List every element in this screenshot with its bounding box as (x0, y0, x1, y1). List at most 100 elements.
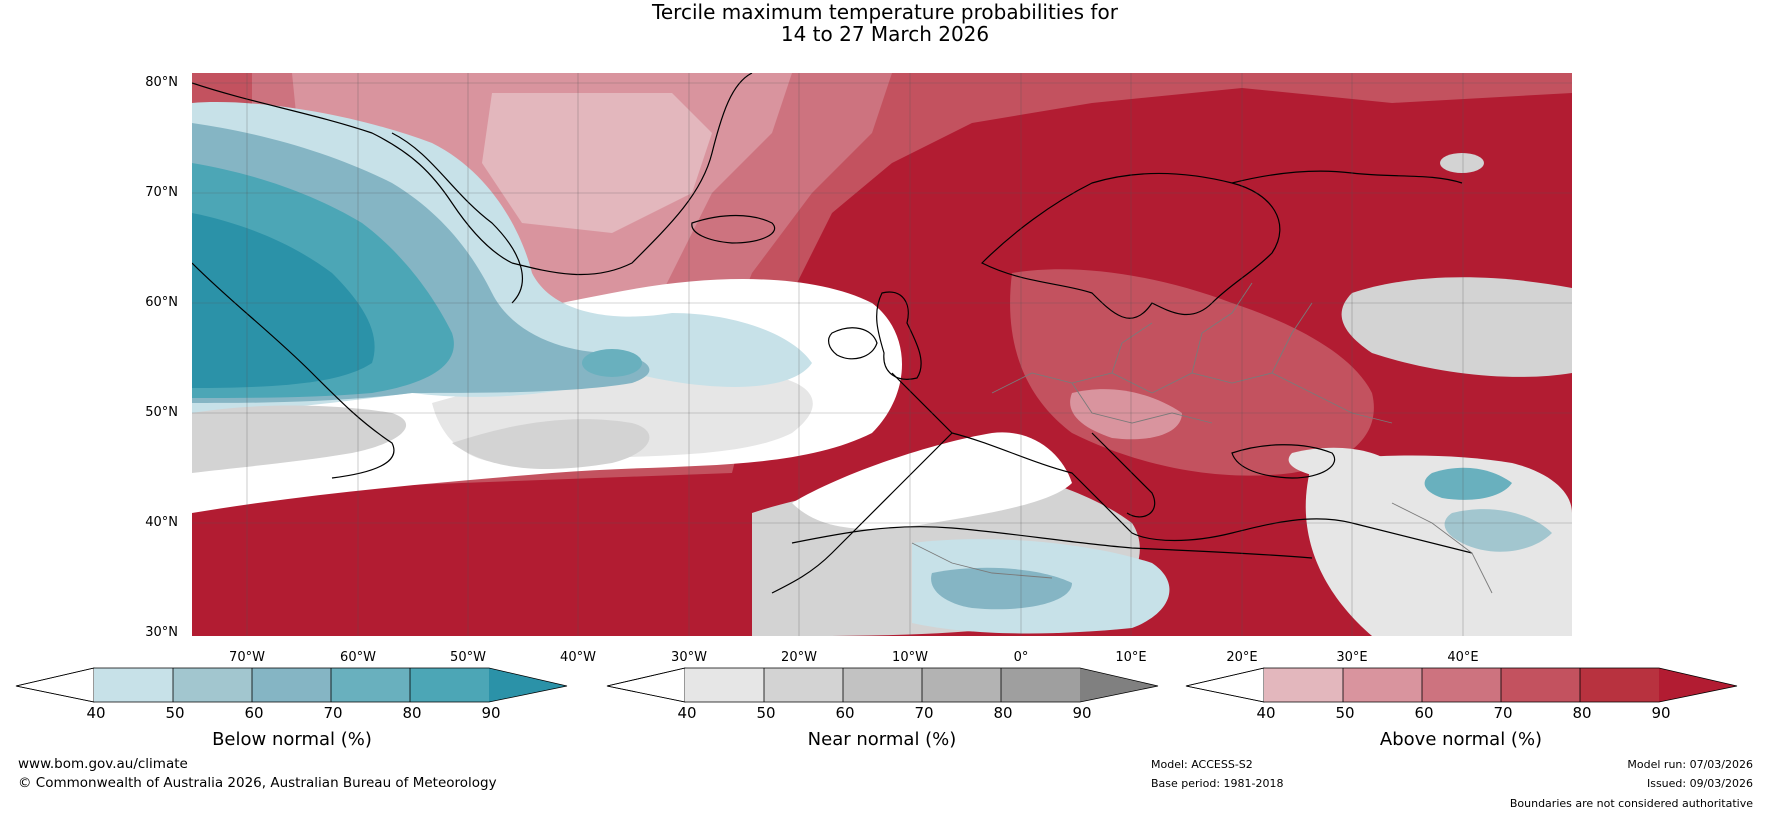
above-normal-40-greenland-sea (482, 93, 712, 233)
boundary-line-2 (1071, 382, 1213, 424)
below-normal-east-med (1444, 509, 1552, 552)
base-period: Base period: 1981-2018 (1151, 777, 1284, 790)
above-normal-tick-60: 60 (1414, 704, 1434, 722)
probability-map (192, 73, 1572, 636)
map-title-line2: 14 to 27 March 2026 (780, 22, 990, 46)
colorbar-near-normal-bin-70-80 (922, 668, 1001, 702)
lon-label-40e: 40°E (1447, 650, 1479, 665)
lat-label-30n: 30°N (145, 625, 178, 640)
colorbar-above-normal (1185, 667, 1738, 703)
colorbar-near-normal (606, 667, 1159, 703)
coast-greenland-east (511, 73, 753, 276)
boundaries-disclaimer: Boundaries are not considered authoritat… (1509, 797, 1753, 810)
boundary-line-8 (1391, 502, 1493, 594)
below-normal-tick-40: 40 (86, 704, 106, 722)
lon-label-40w: 40°W (560, 650, 596, 665)
below-normal-90-core (192, 213, 375, 388)
colorbar-below-normal (15, 667, 568, 703)
boundary-line-5 (1271, 302, 1313, 374)
country-boundaries (911, 282, 1493, 594)
near-normal-tick-70: 70 (914, 704, 934, 722)
lat-label-70n: 70°N (145, 185, 178, 200)
boundary-line-9 (911, 542, 1053, 579)
boundary-line-7 (1111, 322, 1153, 374)
colorbar-near-normal-bin-80-90 (1001, 668, 1080, 702)
below-normal-tick-50: 50 (165, 704, 185, 722)
above-normal-tick-40: 40 (1256, 704, 1276, 722)
colorbar-above-normal-max-triangle (1659, 668, 1737, 702)
near-normal-white-sea-patch (1440, 153, 1484, 173)
near-normal-tick-60: 60 (835, 704, 855, 722)
colorbar-near-normal-bin-60-70 (843, 668, 922, 702)
below-normal-tick-80: 80 (402, 704, 422, 722)
colorbar-above-normal-bin-60-70 (1422, 668, 1501, 702)
coast-italy (1091, 432, 1156, 518)
near-normal-white-iberia (792, 432, 1072, 529)
colorbar-below-normal-dividers (172, 668, 411, 702)
below-normal-tick-90: 90 (481, 704, 501, 722)
lon-label-10w: 10°W (892, 650, 928, 665)
colorbar-above-normal-bin-70-80 (1501, 668, 1580, 702)
lat-label-50n: 50°N (145, 405, 178, 420)
lat-label-80n: 80°N (145, 75, 178, 90)
map-title-line1: Tercile maximum temperature probabilitie… (652, 0, 1118, 24)
coast-north-africa (791, 526, 1313, 559)
issued-date: Issued: 09/03/2026 (1646, 777, 1753, 790)
colorbar-above-normal-outline (1185, 667, 1738, 703)
coast-ireland (827, 327, 878, 360)
model-run-date: Model run: 07/03/2026 (1627, 758, 1753, 771)
lon-label-50w: 50°W (450, 650, 486, 665)
colorbar-below-normal-bin-70-80 (331, 668, 410, 702)
colorbar-above-normal-min-triangle (1185, 667, 1265, 703)
near-normal-black-sea-area (1288, 447, 1392, 479)
near-normal-newfoundland-coast (192, 405, 407, 473)
lon-label-20e: 20°E (1226, 650, 1258, 665)
colorbar-below-normal-bin-40-50 (94, 668, 173, 702)
colorbar-above-normal-bin-50-60 (1343, 668, 1422, 702)
lon-label-30e: 30°E (1336, 650, 1368, 665)
colorbar-below-normal-bin-80-90 (410, 668, 489, 702)
coast-britain (876, 291, 922, 380)
near-normal-anatolia (1305, 455, 1572, 636)
coast-baffin-greenland (192, 82, 523, 304)
colorbar-near-normal-max-triangle (1080, 668, 1158, 702)
colorbar-below-normal-bin-50-60 (173, 668, 252, 702)
below-normal-caucasus (1424, 467, 1512, 500)
lon-label-0: 0° (1013, 650, 1029, 665)
model-name: Model: ACCESS-S2 (1151, 758, 1253, 771)
colorbar-above-normal-dividers (1342, 668, 1581, 702)
coast-mediterranean (951, 432, 1473, 554)
colorbar-near-normal-outline (606, 667, 1159, 703)
lon-label-30w: 30°W (671, 650, 707, 665)
lat-label-40n: 40°N (145, 515, 178, 530)
colorbar-near-normal-bin-50-60 (764, 668, 843, 702)
lon-label-70w: 70°W (229, 650, 265, 665)
below-normal-label: Below normal (%) (212, 729, 372, 750)
coast-black-sea (1231, 444, 1336, 479)
coast-europe-atlantic (771, 372, 953, 594)
near-normal-tick-50: 50 (756, 704, 776, 722)
coast-labrador (192, 262, 395, 479)
below-normal-tick-60: 60 (244, 704, 264, 722)
colorbar-below-normal-outline (15, 667, 568, 703)
below-normal-sahara-core (931, 567, 1072, 610)
website-link[interactable]: www.bom.gov.au/climate (18, 756, 188, 772)
below-normal-atlantic-blob (582, 349, 642, 377)
colorbar-above-normal-bin-80-90 (1580, 668, 1659, 702)
near-normal-tick-80: 80 (993, 704, 1013, 722)
graticule (192, 73, 1572, 636)
colorbar-below-normal-min-triangle (15, 667, 95, 703)
coast-iceland (691, 214, 776, 244)
near-normal-russia (1341, 277, 1572, 377)
near-normal-label: Near normal (%) (807, 729, 957, 750)
near-normal-tick-90: 90 (1072, 704, 1092, 722)
above-normal-tick-50: 50 (1335, 704, 1355, 722)
colorbar-near-normal-bin-40-50 (685, 668, 764, 702)
colorbar-below-normal-max-triangle (489, 668, 567, 702)
copyright-notice: © Commonwealth of Australia 2026, Austra… (18, 775, 497, 791)
colorbar-near-normal-dividers (763, 668, 1002, 702)
near-normal-60-patch (452, 419, 650, 469)
lon-label-20w: 20°W (781, 650, 817, 665)
colorbar-below-normal-bin-60-70 (252, 668, 331, 702)
above-normal-label: Above normal (%) (1379, 729, 1543, 750)
